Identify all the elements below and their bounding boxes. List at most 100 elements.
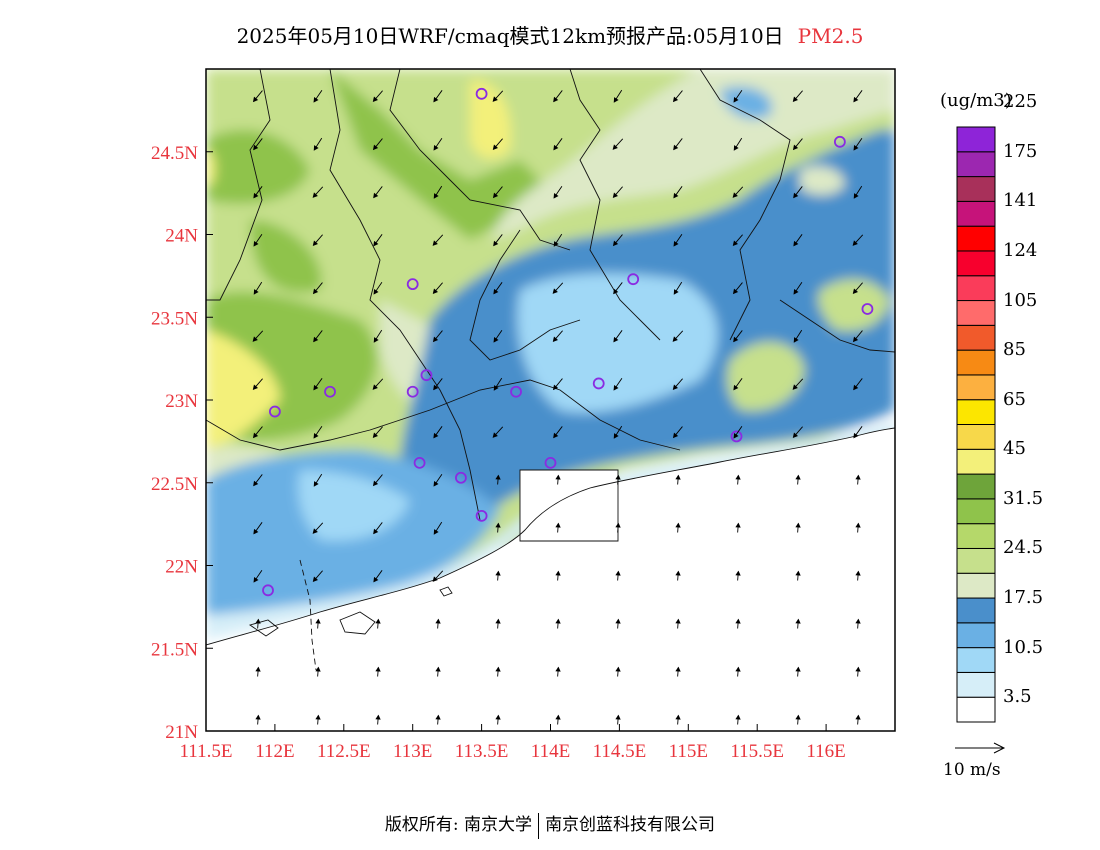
wind-arrow	[675, 618, 681, 629]
wind-arrow	[675, 522, 681, 533]
wind-arrow	[433, 378, 443, 391]
wind-arrow	[852, 330, 863, 343]
monitoring-stations	[262, 87, 874, 597]
wind-arrow	[555, 474, 561, 485]
station-marker	[510, 385, 522, 398]
wind-arrow	[613, 425, 623, 439]
wind-arrow	[675, 570, 681, 581]
boundary-line	[469, 229, 581, 361]
wind-arrow	[793, 281, 803, 295]
wind-arrow	[855, 474, 861, 485]
island-outline	[439, 586, 453, 597]
wind-arrow	[313, 137, 323, 151]
colorbar-label: 45	[1003, 438, 1026, 460]
wind-arrow	[855, 570, 861, 581]
wind-arrow	[493, 377, 503, 391]
island-outline	[248, 619, 279, 637]
wind-arrow	[792, 90, 803, 102]
colorbar-bin	[956, 498, 996, 525]
x-tick-label: 115.5E	[730, 741, 784, 762]
wind-arrow	[853, 90, 863, 103]
station-marker	[262, 584, 274, 597]
wind-arrow	[855, 618, 861, 629]
pollutant-label: PM2.5	[797, 24, 864, 48]
copyright-footer: 版权所有: 南京大学 南京创蓝科技有限公司	[0, 810, 1100, 839]
wind-arrow	[373, 329, 383, 343]
wind-arrow	[313, 425, 323, 439]
wind-arrow	[492, 426, 504, 438]
wind-arrow	[732, 186, 744, 198]
wind-arrow	[735, 522, 741, 533]
wind-arrow	[735, 714, 741, 725]
wind-arrow	[853, 185, 863, 199]
wind-arrow	[495, 666, 501, 677]
boundary-line	[329, 69, 481, 521]
boundary-line	[699, 69, 791, 341]
wind-arrow	[375, 618, 381, 629]
bay-outline	[519, 469, 619, 542]
wind-arrow	[373, 522, 383, 535]
reference-wind-label: 10 m/s	[943, 760, 1001, 780]
y-tick-label: 24N	[165, 226, 198, 247]
colorbar-bin	[956, 126, 996, 153]
wind-arrow	[672, 426, 683, 439]
wind-arrow	[792, 426, 803, 438]
wind-arrow	[315, 618, 321, 629]
wind-arrow	[433, 185, 443, 199]
colorbar-bin	[956, 523, 996, 549]
wind-arrow	[493, 282, 503, 295]
wind-arrow	[735, 474, 741, 485]
boundary-line	[779, 299, 895, 353]
wind-arrow	[492, 186, 503, 199]
wind-arrow	[855, 522, 861, 533]
wind-arrow	[613, 89, 623, 103]
colorbar-label: 3.5	[1003, 686, 1032, 708]
wind-arrow	[253, 138, 263, 151]
wind-arrow	[252, 426, 263, 439]
colorbar-bin	[956, 151, 996, 178]
wind-arrow	[795, 522, 801, 533]
boundary-line	[206, 69, 271, 301]
x-tick-label: 115E	[669, 741, 708, 762]
wind-arrow	[853, 426, 863, 439]
x-tick-label: 111.5E	[180, 741, 233, 762]
wind-arrow	[675, 474, 681, 485]
wind-arrow	[313, 89, 323, 103]
boundary-line	[389, 69, 571, 251]
wind-arrow	[733, 137, 743, 151]
wind-arrow	[553, 426, 563, 439]
admin-boundaries	[206, 69, 895, 671]
wind-arrow	[255, 666, 261, 677]
station-marker	[406, 278, 419, 291]
colorbar-bin	[956, 547, 996, 574]
wind-arrow	[612, 186, 623, 198]
colorbar-bin	[956, 176, 996, 202]
wind-arrow	[493, 329, 503, 343]
wind-arrow	[493, 234, 503, 247]
wind-arrow	[432, 282, 443, 294]
wind-arrow	[253, 474, 263, 487]
wind-arrow	[793, 329, 803, 343]
wind-arrow	[855, 714, 861, 725]
colorbar-label: 10.5	[1003, 636, 1044, 658]
colorbar-unit: (ug/m3)	[940, 90, 1012, 111]
wind-arrow	[553, 185, 563, 199]
wind-arrow	[375, 666, 381, 677]
wind-arrow	[615, 618, 621, 629]
wind-arrow	[552, 330, 563, 342]
colorbar-label: 124	[1003, 239, 1038, 261]
wind-arrow	[372, 474, 383, 487]
wind-arrow	[735, 666, 741, 677]
x-tick-label: 113.5E	[455, 741, 509, 762]
wind-arrow	[433, 473, 443, 487]
wind-arrow	[672, 378, 683, 390]
colorbar-bin	[956, 225, 996, 252]
wind-arrow	[792, 138, 803, 151]
wind-arrow	[252, 90, 263, 103]
x-tick-label: 112E	[255, 741, 294, 762]
wind-arrow	[613, 377, 623, 391]
y-tick-label: 22N	[165, 557, 198, 578]
wind-arrow	[612, 138, 624, 150]
wind-arrow	[253, 186, 263, 199]
y-tick-label: 23N	[165, 391, 198, 412]
